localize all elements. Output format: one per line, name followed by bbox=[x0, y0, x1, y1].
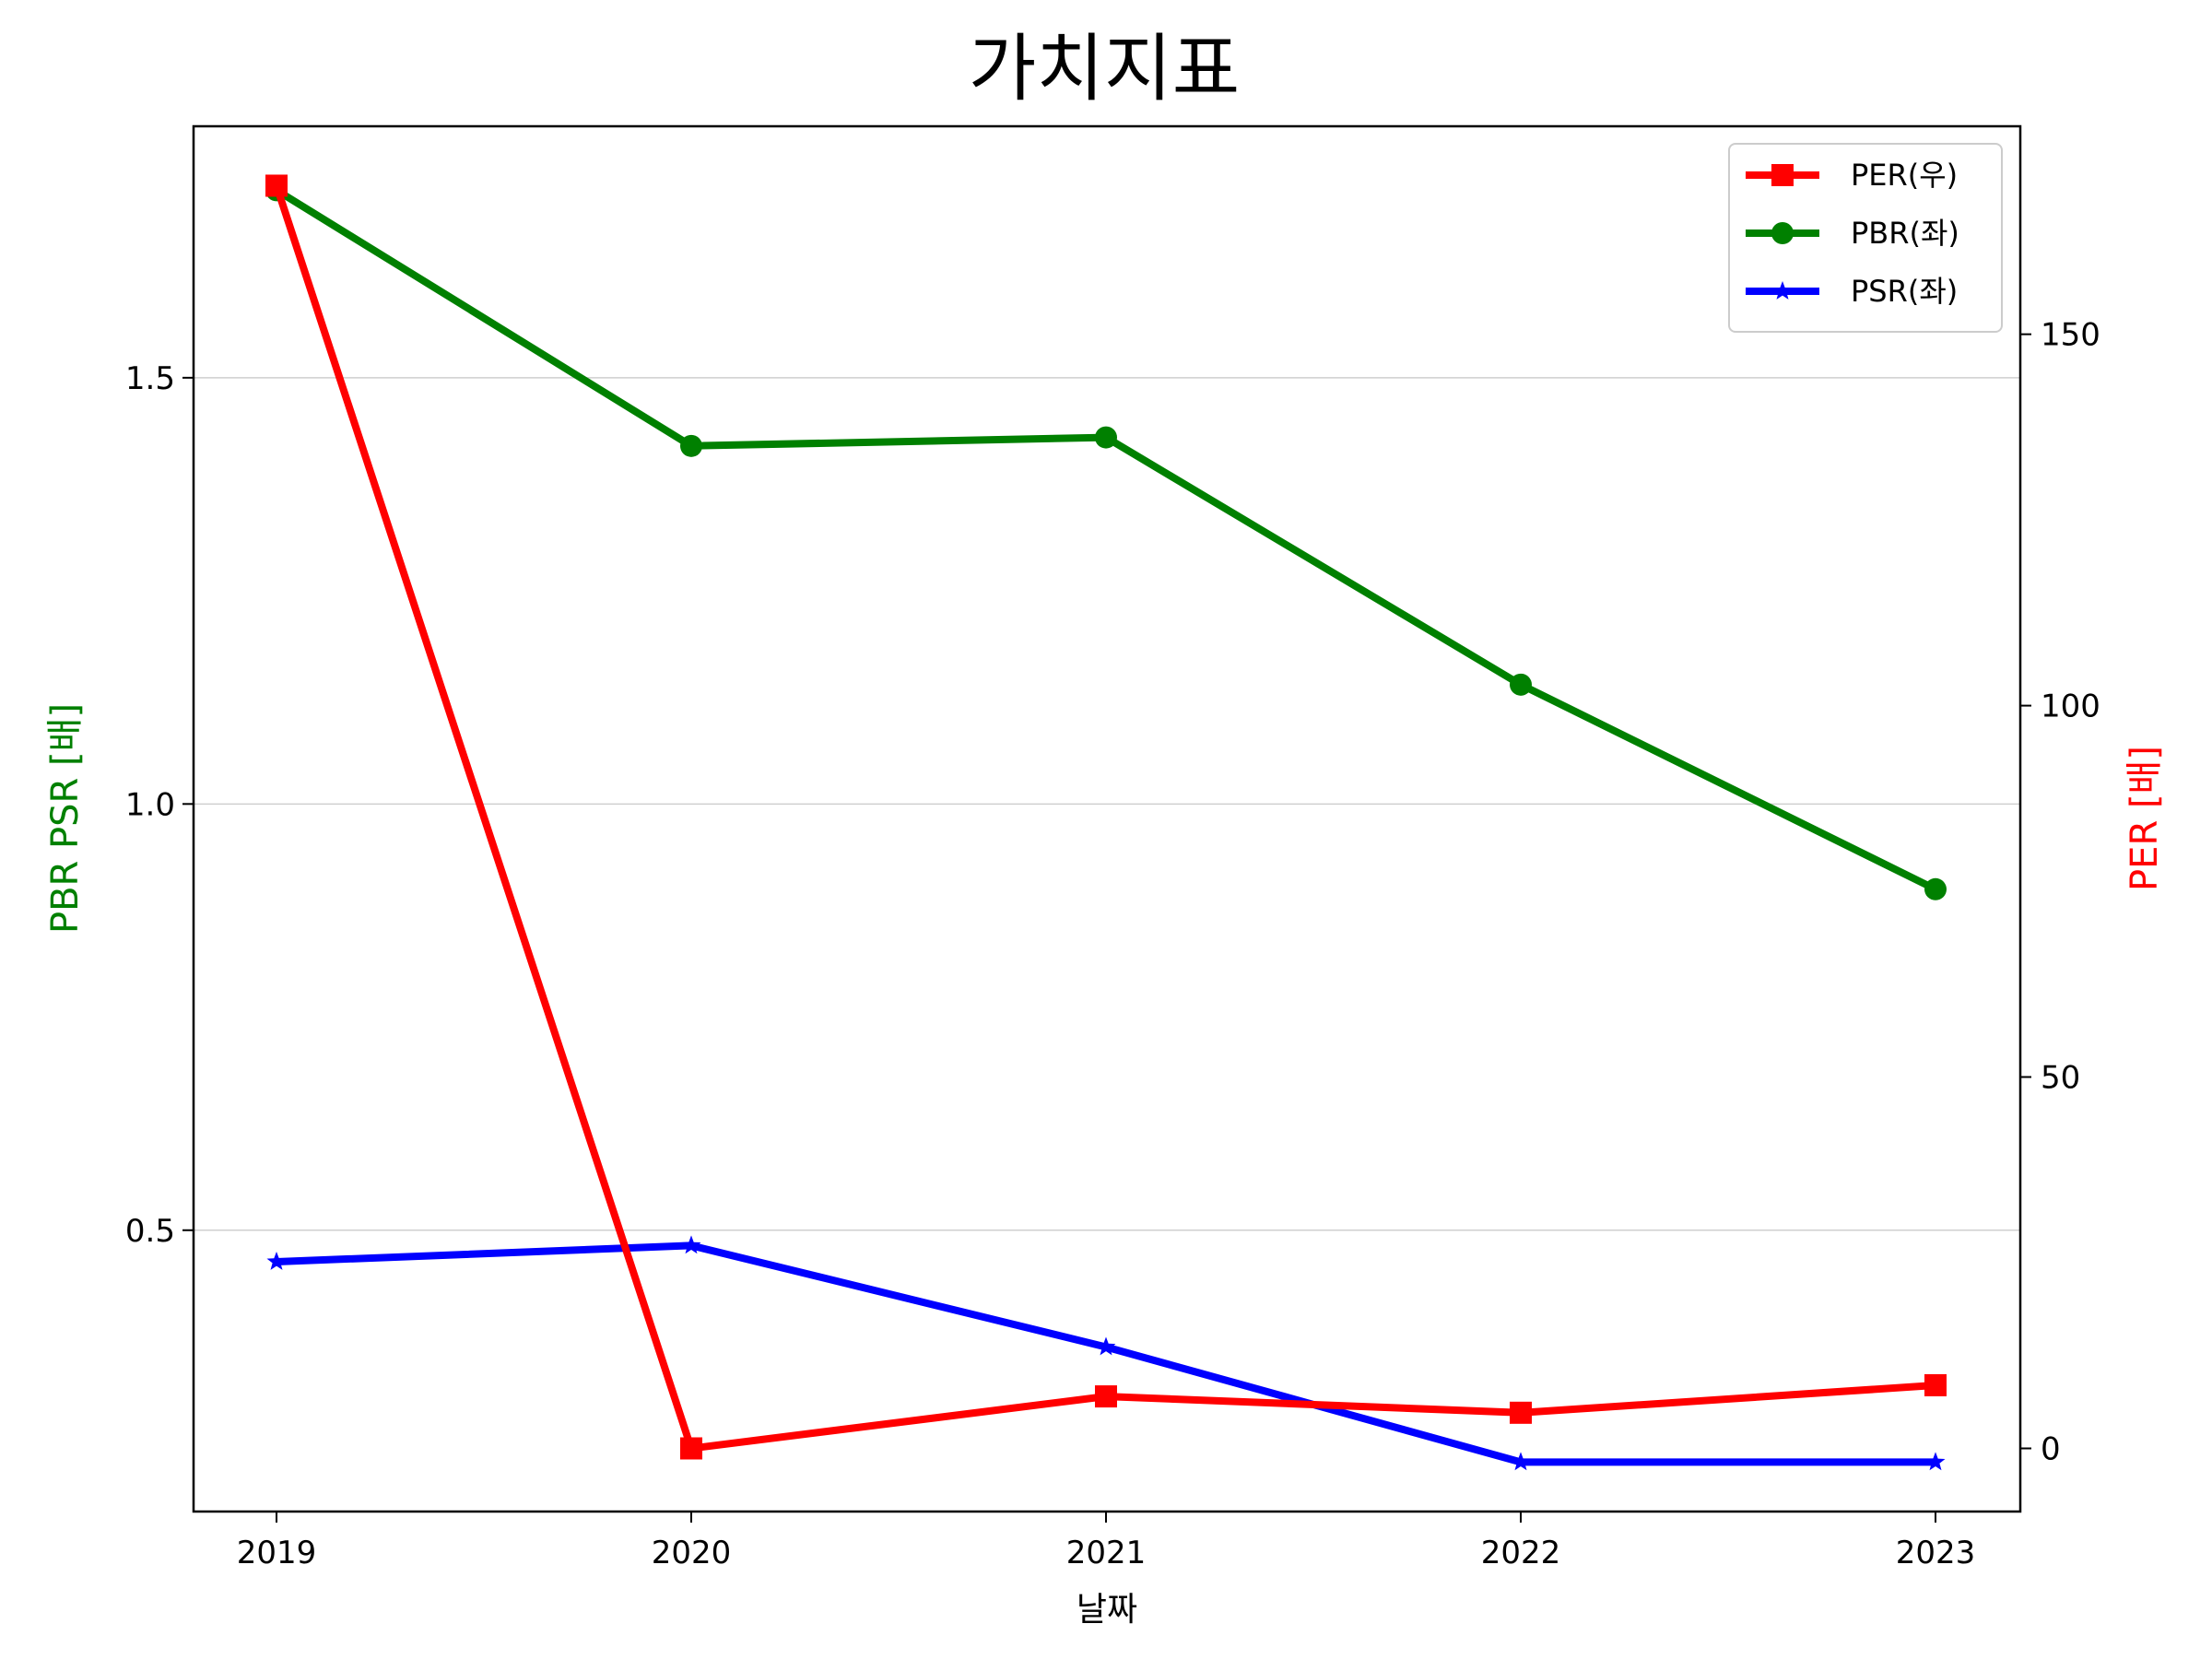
y-left-tick-label: 1.5 bbox=[125, 360, 175, 397]
x-tick-label: 2020 bbox=[652, 1535, 732, 1571]
y-left-tick-label: 0.5 bbox=[125, 1213, 175, 1250]
series-1 bbox=[265, 179, 1947, 900]
data-point bbox=[1925, 1452, 1946, 1471]
series-line bbox=[273, 184, 1936, 1453]
chart-title: 가치지표 bbox=[969, 26, 1240, 112]
axis-ticks: 0.5 1.0 1.5 0 50 100 150 2019 2020 2021 2022 2023 bbox=[125, 317, 2100, 1571]
series-line bbox=[276, 1241, 1936, 1466]
data-point bbox=[1510, 1401, 1532, 1424]
data-point bbox=[681, 1235, 701, 1254]
legend-entry: PER(우) bbox=[1851, 158, 1958, 193]
x-tick-label: 2022 bbox=[1481, 1535, 1561, 1571]
y-right-tick-label: 50 bbox=[2041, 1060, 2080, 1097]
right-axis-label: PER [배] bbox=[2124, 746, 2166, 891]
y-left-tick-label: 1.0 bbox=[125, 786, 175, 823]
x-tick-label: 2021 bbox=[1066, 1535, 1147, 1571]
x-tick-label: 2019 bbox=[237, 1535, 317, 1571]
series-2 bbox=[266, 1235, 1946, 1471]
legend-marker bbox=[1772, 281, 1793, 300]
legend-entry: PBR(좌) bbox=[1851, 216, 1959, 251]
legend-marker bbox=[1771, 222, 1794, 244]
data-point bbox=[266, 1252, 287, 1270]
data-point bbox=[1924, 877, 1947, 900]
left-axis-label: PBR PSR [배] bbox=[44, 703, 87, 934]
data-point bbox=[1511, 1452, 1531, 1471]
data-point bbox=[1095, 1385, 1117, 1408]
data-point bbox=[1924, 1373, 1947, 1396]
data-point bbox=[680, 1437, 702, 1460]
series-line bbox=[274, 186, 1937, 893]
y-right-tick-label: 0 bbox=[2041, 1430, 2061, 1467]
y-right-tick-label: 150 bbox=[2041, 317, 2100, 354]
grid-lines bbox=[194, 377, 2020, 1231]
legend-entry: PSR(좌) bbox=[1851, 274, 1958, 309]
legend-box bbox=[1728, 143, 2003, 333]
data-point bbox=[1510, 673, 1532, 696]
data-point bbox=[1095, 426, 1117, 449]
x-tick-label: 2023 bbox=[1896, 1535, 1976, 1571]
plot-frame bbox=[192, 124, 2022, 1513]
series-0 bbox=[265, 174, 1947, 1460]
data-point bbox=[1096, 1336, 1116, 1356]
data-point bbox=[265, 174, 288, 197]
data-point bbox=[680, 434, 702, 457]
legend-marker bbox=[1771, 164, 1794, 186]
legend: PER(우) PBR(좌) PSR(좌) bbox=[1728, 143, 2003, 333]
x-axis-label: 날짜 bbox=[1077, 1591, 1137, 1629]
y-right-tick-label: 100 bbox=[2041, 688, 2100, 725]
series-lines bbox=[265, 174, 1947, 1471]
